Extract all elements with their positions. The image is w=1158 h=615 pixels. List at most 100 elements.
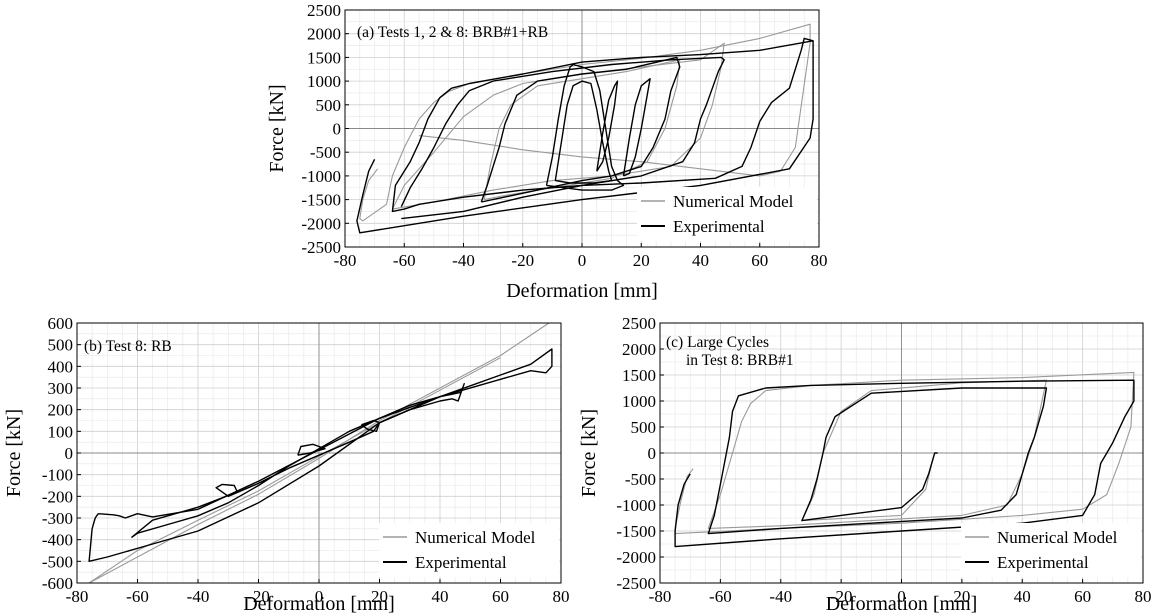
panel-annotation: (b) Test 8: RB [84, 338, 172, 355]
series-line [674, 379, 1135, 548]
x-tick-label: 80 [1135, 587, 1152, 606]
y-tick-label: -1000 [616, 496, 656, 515]
y-tick-label: -300 [42, 509, 73, 528]
y-tick-label: -500 [625, 470, 656, 489]
y-tick-label: -100 [42, 466, 73, 485]
x-tick-label: 60 [751, 251, 768, 270]
series-line [480, 56, 681, 203]
legend-box [379, 523, 559, 577]
y-tick-label: 1000 [622, 392, 656, 411]
series-line [622, 78, 651, 177]
y-tick-label: 2000 [307, 25, 341, 44]
series-line [400, 56, 725, 220]
series-numerical-model [674, 371, 1135, 535]
y-tick-label: 300 [48, 379, 74, 398]
x-tick-label: -60 [126, 587, 149, 606]
x-tick-label: 80 [553, 587, 570, 606]
y-tick-label: 500 [48, 336, 74, 355]
y-tick-label: 1000 [307, 72, 341, 91]
x-tick-label: -20 [830, 587, 853, 606]
series-line [391, 42, 725, 210]
x-tick-label: 60 [1074, 587, 1091, 606]
legend-label: Experimental [673, 217, 765, 236]
y-tick-label: 600 [48, 314, 74, 333]
x-tick-label: -40 [452, 251, 475, 270]
chart-c: -80 -60 -40 -20 0 20 40 60 80 -2500 -2000 -1500 -100… [578, 314, 1152, 615]
chart-a: -80 -60 -40 -20 0 20 40 60 80 -2500 -2000 -1500 -100… [266, 1, 828, 302]
x-tick-label: 0 [897, 587, 906, 606]
y-tick-label: -1000 [301, 167, 341, 186]
y-tick-label: -2500 [616, 574, 656, 593]
x-tick-label: 40 [432, 587, 449, 606]
y-tick-label: 0 [65, 444, 74, 463]
y-tick-label: -500 [310, 143, 341, 162]
y-tick-label: 0 [333, 120, 342, 139]
y-tick-label: 2500 [307, 1, 341, 20]
x-tick-label: -80 [649, 587, 672, 606]
legend-label: Experimental [415, 553, 507, 572]
y-tick-label: 2000 [622, 340, 656, 359]
x-tick-label: 80 [811, 251, 828, 270]
chart-b: -80 -60 -40 -20 0 20 40 60 80-600-500-400-300-20… [3, 314, 570, 615]
panel-annotation: in Test 8: BRB#1 [686, 352, 794, 369]
y-tick-label: -1500 [301, 191, 341, 210]
series-experimental [674, 379, 1135, 548]
legend: Numerical Model Experimental [379, 523, 559, 577]
y-tick-label: 100 [48, 422, 74, 441]
y-tick-label: 1500 [622, 366, 656, 385]
y-axis-label: Force [kN] [266, 84, 288, 172]
x-tick-label: -80 [334, 251, 357, 270]
y-tick-label: 1500 [307, 48, 341, 67]
legend-label: Numerical Model [415, 528, 536, 547]
x-tick-label: -40 [187, 587, 210, 606]
y-tick-label: 400 [48, 357, 74, 376]
series-line [554, 80, 613, 184]
x-tick-label: -60 [393, 251, 416, 270]
x-tick-label: 20 [953, 587, 970, 606]
x-tick-label: 40 [1014, 587, 1031, 606]
y-tick-label: -600 [42, 574, 73, 593]
legend-label: Numerical Model [673, 192, 794, 211]
series-experimental [88, 348, 553, 562]
series-line [88, 348, 553, 562]
x-tick-label: 60 [492, 587, 509, 606]
series-line [130, 383, 465, 539]
y-tick-label: 2500 [622, 314, 656, 333]
y-tick-label: 500 [631, 418, 657, 437]
y-tick-label: -400 [42, 531, 73, 550]
series-line [360, 419, 381, 432]
legend-label: Experimental [997, 553, 1089, 572]
legend-box [961, 523, 1141, 577]
x-axis-label: Deformation [mm] [826, 593, 978, 615]
y-tick-label: -2500 [301, 238, 341, 257]
panel-annotation: (a) Tests 1, 2 & 8: BRB#1+RB [357, 24, 548, 41]
y-tick-label: -2000 [616, 548, 656, 567]
x-tick-label: -60 [709, 587, 732, 606]
x-tick-label: 0 [578, 251, 587, 270]
y-axis-label: Force [kN] [578, 409, 600, 497]
legend: Numerical Model Experimental [637, 187, 817, 241]
y-tick-label: -200 [42, 487, 73, 506]
legend-label: Numerical Model [997, 528, 1118, 547]
x-tick-label: 40 [692, 251, 709, 270]
x-tick-label: 20 [633, 251, 650, 270]
y-tick-label: 0 [648, 444, 657, 463]
y-tick-label: -500 [42, 552, 73, 571]
y-tick-label: -1500 [616, 522, 656, 541]
x-tick-label: -20 [511, 251, 534, 270]
series-line [674, 371, 1135, 535]
series-line [596, 80, 619, 172]
x-tick-label: 0 [315, 587, 324, 606]
x-tick-label: -40 [769, 587, 792, 606]
panel-annotation: (c) Large Cycles [666, 334, 769, 351]
legend-box [637, 187, 817, 241]
y-tick-label: 200 [48, 401, 74, 420]
y-tick-label: 500 [316, 96, 342, 115]
y-tick-label: -2000 [301, 214, 341, 233]
series-line [545, 63, 625, 191]
x-axis-label: Deformation [mm] [506, 280, 658, 302]
y-axis-label: Force [kN] [3, 409, 25, 497]
series-line [297, 443, 326, 456]
legend: Numerical Model Experimental [961, 523, 1141, 577]
